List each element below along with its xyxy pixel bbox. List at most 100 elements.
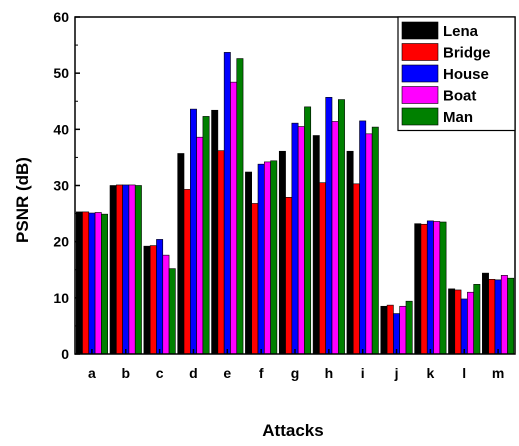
bar-man-f [270,160,278,355]
bar-man-e [236,58,244,355]
bar-boat-d [196,136,204,355]
legend-swatch-lena [401,21,439,40]
bar-house-k [426,220,434,355]
bar-lena-l [448,288,456,355]
bar-boat-f [263,161,271,355]
bar-man-h [337,99,345,355]
bar-bridge-i [352,183,360,355]
bar-lena-i [346,150,354,355]
legend-swatch-boat [401,86,439,104]
bar-man-d [202,116,210,355]
legend-swatch-house [401,64,439,83]
x-tick-label-m: m [492,365,504,381]
y-tick-label-50: 50 [53,65,69,81]
bar-man-b [134,185,142,355]
bar-lena-f [245,171,252,355]
legend-label-house: House [443,66,489,83]
bar-man-i [371,126,379,355]
bar-boat-e [230,81,238,355]
bar-house-i [359,120,367,355]
bar-lena-d [177,153,185,355]
legend-label-bridge: Bridge [443,45,491,62]
legend-label-lena: Lena [443,23,479,40]
bar-house-d [190,108,197,355]
bar-man-c [168,268,176,355]
bar-man-k [439,221,447,355]
bar-bridge-h [319,182,326,355]
bar-boat-a [94,212,102,355]
y-tick-label-10: 10 [53,290,69,306]
legend-label-man: Man [443,109,473,126]
bar-house-f [257,163,265,355]
legend-label-boat: Boat [443,88,476,105]
bar-house-m [494,279,502,355]
y-tick-label-60: 60 [53,9,69,25]
legend: Lena Bridge House Boat Man [397,16,516,132]
y-tick-label-40: 40 [53,121,69,137]
bar-lena-e [211,109,219,355]
bar-boat-c [162,254,170,355]
bar-boat-l [467,291,474,355]
bar-boat-h [331,121,339,355]
bar-boat-k [433,221,441,355]
bar-bridge-a [82,211,90,355]
bar-bridge-m [488,278,496,355]
axes-layer: 0 10 20 30 40 50 60 a b c d e f g h i j k l m [53,9,516,381]
bar-bridge-b [116,184,123,355]
bar-lena-a [75,211,83,355]
bar-man-j [405,300,413,355]
bar-lena-m [482,272,489,355]
bar-lena-c [143,245,151,355]
bar-bridge-d [183,189,191,355]
x-tick-label-c: c [156,365,164,381]
bar-house-b [122,184,130,355]
bar-boat-i [365,133,373,355]
bar-man-g [304,106,312,355]
bar-house-j [393,313,400,355]
bar-lena-j [380,305,388,355]
legend-swatch-bridge [401,43,439,61]
bar-boat-b [128,184,136,355]
bar-house-h [325,97,333,355]
bar-bridge-l [454,289,462,355]
x-tick-label-i: i [361,365,365,381]
bar-bridge-c [149,245,157,355]
x-tick-label-b: b [121,365,130,381]
bar-house-c [156,239,164,355]
bar-lena-b [109,185,117,355]
y-axis-label: PSNR (dB) [13,157,32,243]
x-tick-label-d: d [189,365,198,381]
x-tick-label-l: l [462,365,466,381]
x-tick-label-j: j [394,365,399,381]
bar-lena-k [414,223,422,355]
x-axis-label: Attacks [262,421,323,440]
x-tick-label-a: a [88,365,96,381]
x-tick-label-e: e [223,365,231,381]
bar-house-e [223,52,231,355]
bar-boat-j [399,305,407,355]
x-tick-label-h: h [325,365,334,381]
bar-boat-g [297,126,305,355]
bars-layer [75,52,515,355]
bar-bridge-g [285,197,293,355]
x-tick-label-g: g [291,365,300,381]
bar-lena-h [312,135,320,355]
bar-man-l [473,284,481,355]
bar-man-a [101,213,108,355]
bar-bridge-e [217,150,225,355]
bar-bridge-f [251,203,259,355]
bar-bridge-k [420,223,428,355]
y-tick-label-20: 20 [53,234,69,250]
bar-house-a [88,212,96,355]
y-tick-label-0: 0 [61,346,69,362]
y-tick-label-30: 30 [53,178,69,194]
bar-house-g [291,122,299,355]
x-tick-label-f: f [259,365,264,381]
bar-lena-g [278,150,286,355]
x-tick-label-k: k [426,365,434,381]
bar-bridge-j [386,304,394,355]
bar-man-m [507,277,515,355]
bar-boat-m [500,275,508,355]
legend-swatch-man [401,107,439,126]
